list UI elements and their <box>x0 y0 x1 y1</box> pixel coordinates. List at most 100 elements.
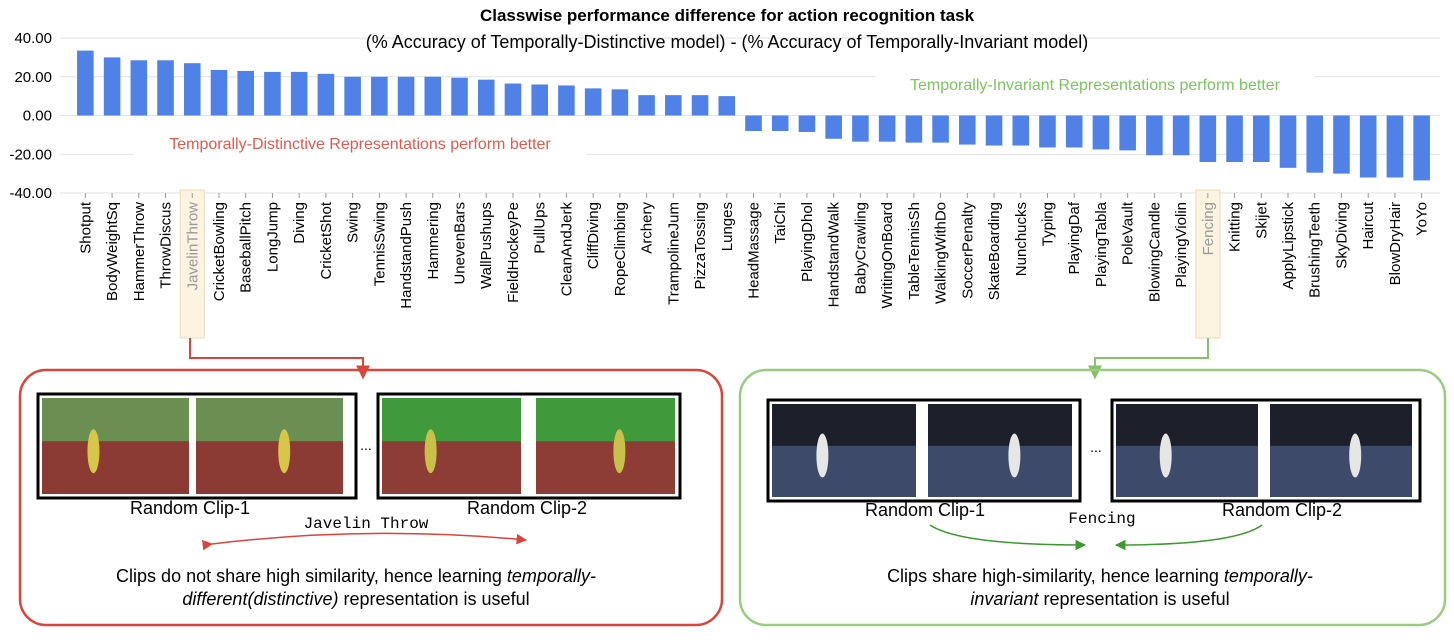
x-tick-label: Knitting <box>1227 202 1244 252</box>
x-tick-label: WritingOnBoard <box>879 202 896 308</box>
clip-figure <box>1008 433 1021 478</box>
bar <box>771 115 789 131</box>
caption-text: Clips do not share high similarity, henc… <box>116 566 507 586</box>
clip-figure <box>424 429 437 474</box>
bar <box>1092 115 1110 150</box>
x-tick-label: HandstandWalk <box>826 202 843 308</box>
similarity-arrow <box>201 532 528 551</box>
clip-figure <box>87 429 100 474</box>
x-tick-label: WalkingWithDo <box>933 202 950 304</box>
bar <box>397 76 415 116</box>
connector-arrow <box>1088 338 1209 380</box>
x-tick-label: HandstandPush <box>398 202 415 309</box>
x-tick-label: UnevenBars <box>452 202 469 285</box>
bar <box>691 95 709 116</box>
x-tick-label: SkateBoarding <box>986 202 1003 300</box>
x-tick-label: PlayingDaf <box>1066 201 1083 274</box>
bar <box>584 88 602 116</box>
bar <box>1039 115 1056 148</box>
chart: -40.00 -20.00 0.00 20.00 40.00 Shotput BodyWei… <box>9 30 1440 339</box>
x-tick-label: HammerThrow <box>131 202 148 301</box>
x-tick-label: CricketShot <box>318 201 335 279</box>
bar <box>1012 115 1030 146</box>
clip-image-detail <box>196 441 343 494</box>
x-tick-label: PlayingViolin <box>1173 202 1190 288</box>
bar <box>1146 115 1163 156</box>
bar <box>1172 115 1190 156</box>
bar <box>317 73 335 116</box>
x-tick-label: RopeClimbing <box>612 202 629 296</box>
bar <box>344 76 361 116</box>
bar <box>825 115 842 139</box>
x-tick-label: Haircut <box>1360 201 1377 249</box>
clip-figure <box>816 433 829 478</box>
x-tick-label: PlayingDhol <box>799 202 816 282</box>
x-tick-label: FieldHockeyPe <box>505 202 522 303</box>
chart-subtitle: (% Accuracy of Temporally-Distinctive mo… <box>366 32 1089 52</box>
x-tick-label: Lunges <box>719 202 736 251</box>
bar <box>183 63 201 116</box>
caption: Clips share high-similarity, hence learn… <box>887 566 1313 586</box>
x-tick-label: Diving <box>291 202 308 244</box>
x-tick-label: CliffDiving <box>585 202 602 269</box>
y-tick-label: 0.00 <box>23 108 52 125</box>
bar <box>237 70 255 116</box>
y-tick-label: 20.00 <box>14 69 52 86</box>
x-tick-label: ThrowDiscus <box>158 202 175 289</box>
bar <box>451 77 468 116</box>
clip-label: Random Clip-1 <box>130 498 250 518</box>
annotation-bg <box>876 72 1314 96</box>
x-tick-label: JavelinThrow <box>184 202 201 291</box>
x-tick-label: Nunchucks <box>1013 202 1030 276</box>
caption-text: representation is useful <box>338 589 529 609</box>
x-tick-label: TrampolineJum <box>665 202 682 305</box>
x-tick-label: CleanAndJerk <box>558 202 575 297</box>
x-tick-label: TaiChi <box>772 202 789 244</box>
caption-text: Clips share high-similarity, hence learn… <box>887 566 1224 586</box>
bar <box>290 71 308 116</box>
bar <box>1252 115 1270 162</box>
x-tick-label: PizzaTossing <box>692 202 709 290</box>
bar <box>905 115 923 143</box>
x-tick-label: ApplyLipstick <box>1280 202 1297 290</box>
similarity-arrow <box>1114 524 1263 551</box>
clip-image-detail <box>1270 445 1412 497</box>
x-tick-label: Hammering <box>425 202 442 280</box>
x-tick-label: TennisSwing <box>371 202 388 286</box>
x-tick-label: Swing <box>345 202 362 243</box>
highlight-box <box>1195 189 1221 339</box>
x-tick-label: Fencing <box>1200 202 1217 255</box>
x-tick-label: CricketBowling <box>211 202 228 301</box>
x-tick-label: PoleVault <box>1120 201 1137 265</box>
panel-border <box>738 368 1447 627</box>
annotation: Temporally-Distinctive Representations p… <box>169 136 551 153</box>
x-tick-label: Archery <box>639 202 656 254</box>
clip-image-detail <box>1116 445 1258 497</box>
clip-image-detail <box>772 445 916 497</box>
clip-image-detail <box>382 441 521 494</box>
annotation-bg <box>134 131 586 155</box>
bar <box>878 115 896 142</box>
x-tick-label: SkyDiving <box>1333 202 1350 269</box>
x-tick-label: BodyWeightSq <box>104 202 121 301</box>
clip-label: Random Clip-1 <box>865 500 985 520</box>
x-tick-label: BabyCrawling <box>852 202 869 295</box>
bar <box>531 84 548 116</box>
caption: Clips do not share high similarity, henc… <box>116 566 596 586</box>
bar <box>959 115 976 145</box>
clip-label: Random Clip-2 <box>1222 500 1342 520</box>
bar <box>77 50 94 116</box>
x-tick-label: YoYo <box>1414 202 1431 236</box>
x-tick-label: BaseballPitch <box>238 202 255 293</box>
x-tick-label: WallPushups <box>478 202 495 289</box>
bar <box>1279 115 1297 168</box>
bar <box>932 115 949 143</box>
x-tick-label: PullUps <box>532 202 549 254</box>
caption-text: invariant <box>970 589 1039 609</box>
clip-figure <box>613 429 626 474</box>
ellipsis: ... <box>1090 439 1102 455</box>
x-tick-label: Typing <box>1039 202 1056 246</box>
bar <box>424 76 442 116</box>
x-tick-label: TableTennisSh <box>906 202 923 300</box>
